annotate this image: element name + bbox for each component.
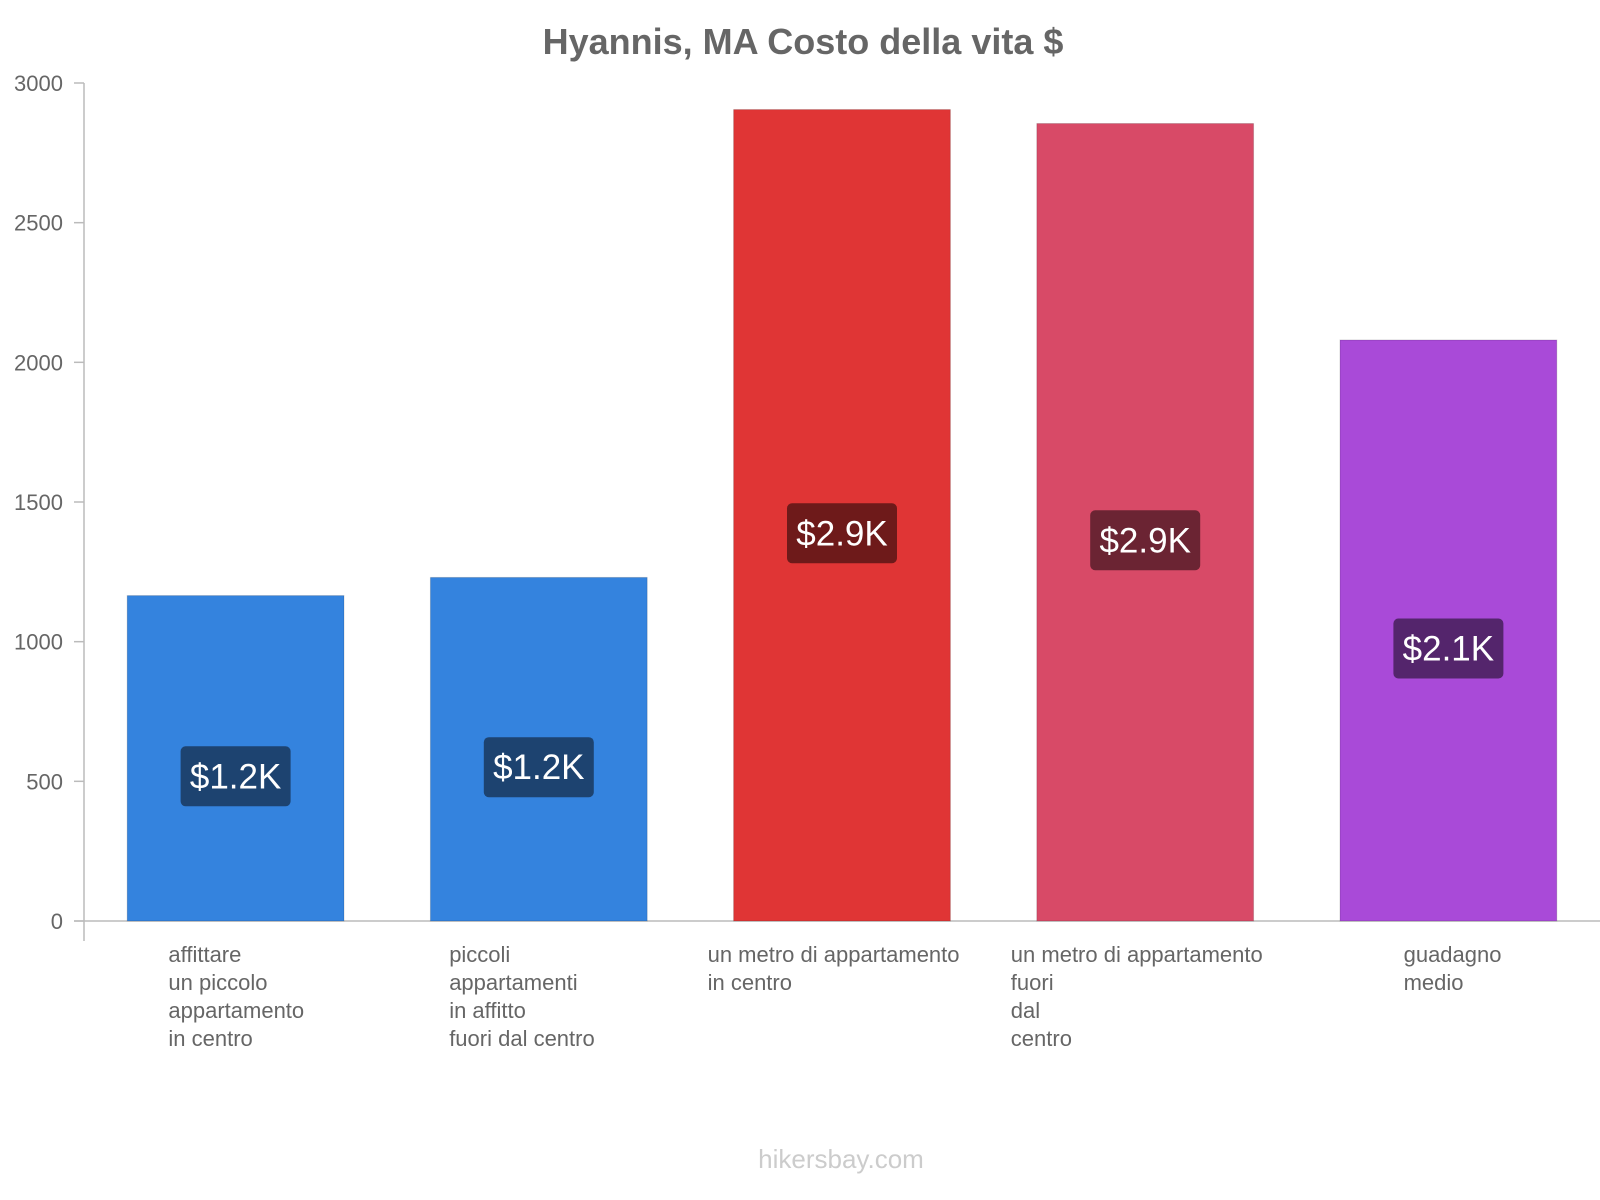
category-label-line: dal — [1011, 998, 1040, 1023]
category-label-line: in centro — [708, 970, 792, 995]
category-label: un metro di appartamento in centro — [708, 942, 960, 995]
value-label-box — [787, 503, 897, 564]
value-label: $2.9K — [796, 514, 887, 553]
category-label-line: un metro di appartamento — [1011, 942, 1263, 967]
bars: $1.2K $1.2K $2.9K $2.9K $2.1K — [126, 109, 1558, 922]
category-label-line: fuori dal centro — [449, 1026, 595, 1051]
category-label-line: appartamento — [168, 998, 304, 1023]
category-label-line: piccoli — [449, 942, 510, 967]
y-tick-label: 500 — [26, 769, 63, 794]
y-tick-label: 0 — [51, 909, 63, 934]
watermark: hikersbay.com — [758, 1144, 924, 1174]
value-label-box — [1393, 618, 1504, 679]
category-label-line: affittare — [168, 942, 241, 967]
category-label-line: in centro — [168, 1026, 252, 1051]
y-tick-label: 1500 — [14, 490, 63, 515]
chart-title: Hyannis, MA Costo della vita $ — [543, 21, 1064, 62]
value-label: $2.9K — [1099, 521, 1190, 560]
category-label-line: centro — [1011, 1026, 1072, 1051]
x-axis-labels: affittare un piccolo appartamento in centro… — [168, 942, 1501, 1051]
category-label-line: medio — [1404, 970, 1464, 995]
category-label-line: un metro di appartamento — [708, 942, 960, 967]
y-tick-label: 2500 — [14, 211, 63, 236]
y-tick-label: 3000 — [14, 71, 63, 96]
category-label-line: un piccolo — [168, 970, 267, 995]
y-tick-label: 2000 — [14, 350, 63, 375]
category-label-line: guadagno — [1404, 942, 1502, 967]
value-label: $2.1K — [1403, 629, 1494, 668]
value-label: $1.2K — [190, 757, 281, 796]
category-label: guadagno medio — [1404, 942, 1502, 995]
value-label-box — [180, 746, 291, 807]
value-label-box — [1090, 510, 1201, 571]
category-label: un metro di appartamento fuori dal centro — [1011, 942, 1263, 1051]
category-label: affittare un piccolo appartamento in centro — [168, 942, 304, 1051]
category-label-line: fuori — [1011, 970, 1054, 995]
category-label: piccoli appartamenti in affitto fuori dal c… — [449, 942, 595, 1051]
value-label: $1.2K — [493, 748, 584, 787]
category-label-line: appartamenti — [449, 970, 577, 995]
category-label-line: in affitto — [449, 998, 526, 1023]
value-label-box — [483, 737, 594, 798]
y-tick-label: 1000 — [14, 630, 63, 655]
